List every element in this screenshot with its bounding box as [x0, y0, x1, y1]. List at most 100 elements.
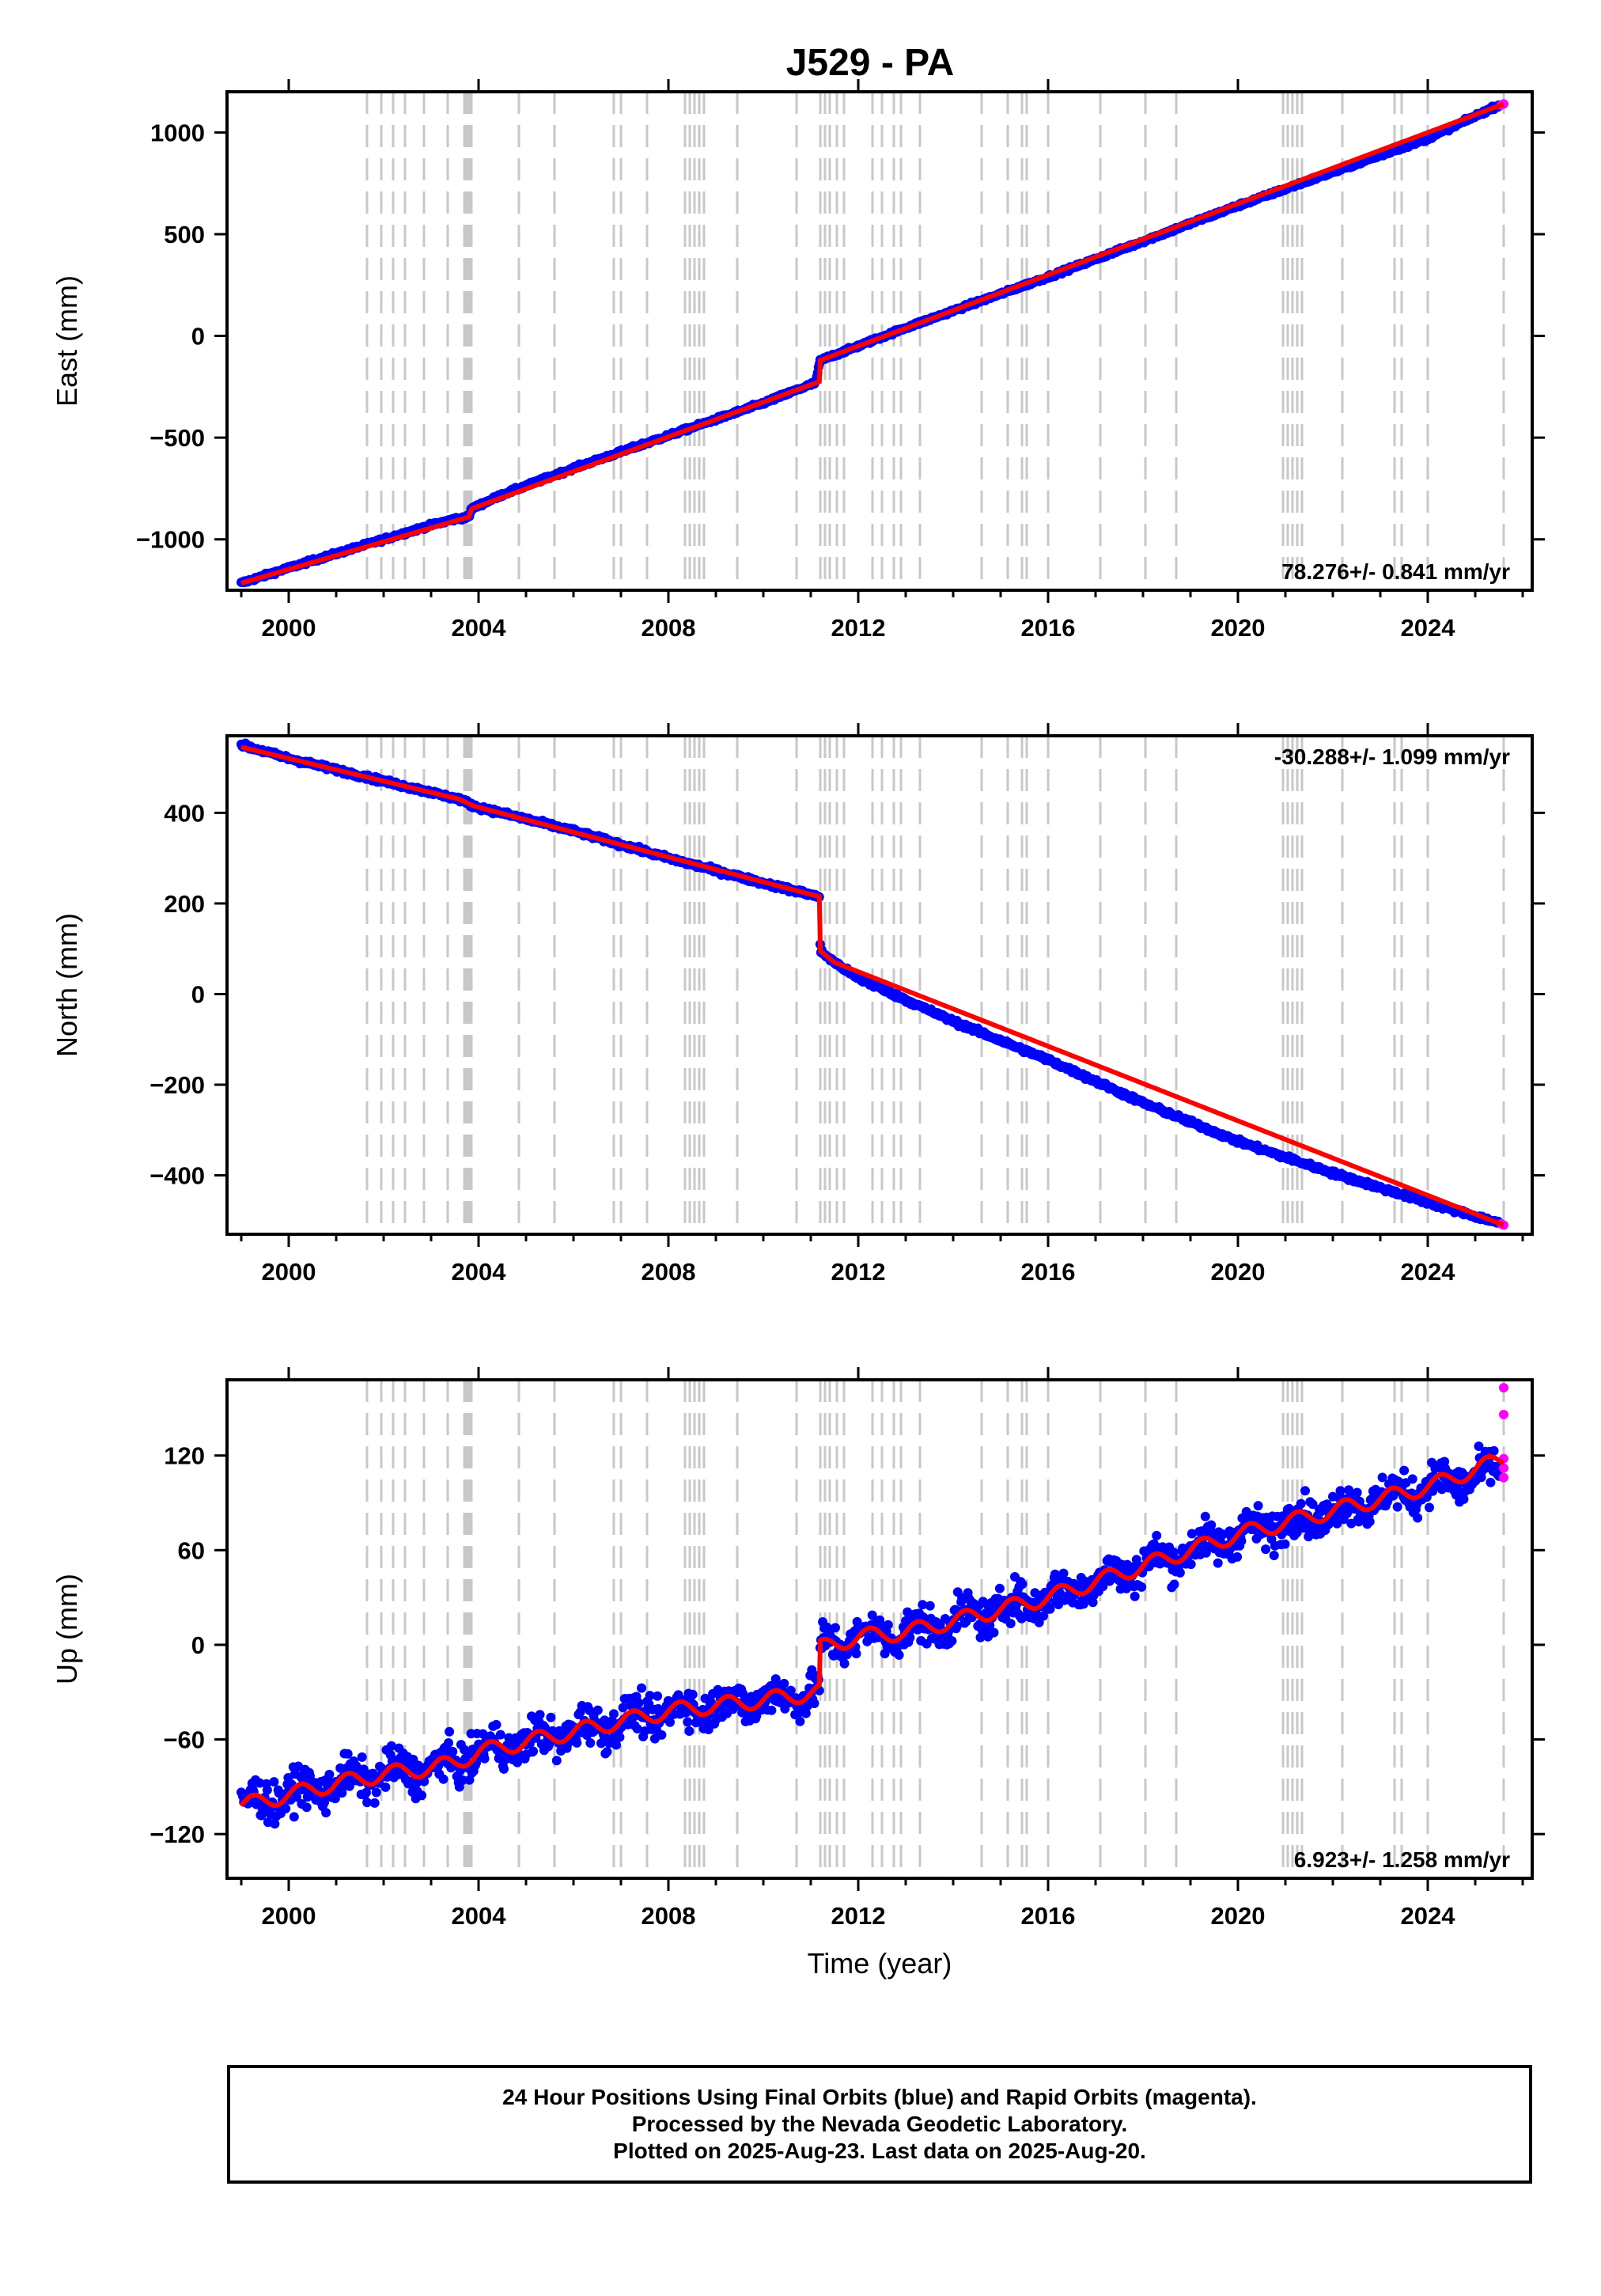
model-fit-line [240, 744, 1505, 1228]
x-tick-label: 2000 [262, 1258, 316, 1286]
final-orbit-point [975, 1632, 986, 1642]
final-orbit-point [602, 1747, 612, 1757]
caption-line-2: Processed by the Nevada Geodetic Laborat… [631, 2112, 1128, 2136]
final-orbit-point [445, 1726, 455, 1737]
final-orbit-point [270, 1819, 280, 1829]
final-orbit-point [438, 1774, 449, 1784]
final-orbit-point [1200, 1511, 1210, 1521]
x-tick-label: 2008 [642, 614, 696, 642]
final-orbit-point [546, 1712, 556, 1722]
final-orbit-point [1300, 1486, 1310, 1496]
final-orbit-point [343, 1749, 353, 1759]
final-orbit-point [1413, 1513, 1423, 1523]
x-tick-label: 2020 [1211, 1902, 1266, 1930]
x-axis-label: Time (year) [808, 1947, 952, 1980]
final-orbit-point [653, 1691, 663, 1701]
x-tick-label: 2024 [1401, 1258, 1456, 1286]
x-tick-label: 2012 [831, 1902, 886, 1930]
final-orbit-point [1005, 1619, 1016, 1628]
final-orbit-point [1137, 1582, 1147, 1592]
final-orbit-point [535, 1710, 545, 1720]
final-orbit-point [1399, 1465, 1410, 1476]
y-tick-label: 500 [164, 221, 205, 248]
final-orbit-point [362, 1798, 373, 1808]
final-orbit-point [1169, 1579, 1179, 1589]
x-tick-label: 2004 [452, 1902, 507, 1930]
final-orbit-point [947, 1636, 957, 1646]
final-orbit-point [918, 1600, 928, 1610]
east-panel: 2000 2004 2008 2012 2016 2020 2024−1000−500050… [51, 79, 1545, 642]
final-orbit-point [618, 1703, 628, 1713]
final-orbit-points [237, 1442, 1504, 1829]
final-orbit-point [380, 1782, 391, 1792]
final-orbit-point [905, 1632, 915, 1642]
y-tick-label: 0 [191, 323, 205, 350]
final-orbit-point [1364, 1517, 1375, 1527]
caption-line-1: 24 Hour Positions Using Final Orbits (bl… [502, 2085, 1257, 2109]
final-orbit-point [615, 1732, 625, 1742]
final-orbit-point [807, 1665, 817, 1675]
x-tick-label: 2000 [262, 614, 316, 642]
y-tick-label: 400 [164, 799, 205, 827]
final-orbit-point [572, 1737, 582, 1748]
final-orbit-point [357, 1752, 367, 1762]
model-fit-line [239, 1453, 1505, 1808]
rate-label: 6.923+/- 1.258 mm/yr [1294, 1847, 1510, 1872]
final-orbit-point [1486, 1477, 1496, 1487]
y-tick-label: 60 [178, 1536, 205, 1564]
final-orbit-point [495, 1730, 505, 1740]
final-orbit-point [444, 1738, 453, 1748]
final-orbit-point [609, 1709, 619, 1719]
model-fit-line [240, 101, 1505, 585]
y-tick-label: 0 [191, 980, 205, 1008]
rate-label: 78.276+/- 0.841 mm/yr [1281, 559, 1510, 584]
final-orbit-point [1261, 1544, 1271, 1555]
y-tick-label: 1000 [150, 119, 205, 146]
caption-box: 24 Hour Positions Using Final Orbits (bl… [227, 2065, 1532, 2184]
y-tick-label: −60 [163, 1726, 205, 1754]
final-orbit-point [1253, 1501, 1263, 1511]
y-tick-label: −500 [150, 424, 205, 452]
up-panel: 2000 2004 2008 2012 2016 2020 2024−120−6006012… [51, 1367, 1545, 1980]
final-orbit-point [1425, 1502, 1434, 1513]
final-orbit-point [632, 1724, 642, 1733]
final-orbit-point [371, 1787, 381, 1798]
final-orbit-point [585, 1738, 596, 1748]
x-tick-label: 2012 [831, 614, 886, 642]
final-orbit-point [386, 1741, 396, 1751]
final-orbit-point [611, 1740, 622, 1750]
final-orbit-point [1308, 1499, 1318, 1510]
final-orbit-point [1392, 1502, 1402, 1512]
final-orbit-point [1175, 1567, 1185, 1578]
x-tick-label: 2004 [452, 614, 507, 642]
page-title: J529 - PA [786, 42, 955, 84]
final-orbit-point [1296, 1498, 1306, 1509]
final-orbit-point [305, 1771, 315, 1781]
final-orbit-point [289, 1812, 299, 1822]
final-orbit-point [839, 1658, 850, 1669]
final-orbit-point [1088, 1597, 1098, 1608]
final-orbit-point [1055, 1589, 1065, 1599]
final-orbit-point [361, 1787, 371, 1798]
final-orbit-point [1407, 1474, 1417, 1484]
y-tick-label: −400 [150, 1162, 205, 1190]
y-tick-label: −200 [150, 1071, 205, 1099]
final-orbit-point [851, 1649, 861, 1659]
final-orbit-point [779, 1678, 789, 1688]
final-orbit-point [766, 1705, 777, 1715]
final-orbit-point [1332, 1518, 1342, 1529]
plot-area [237, 736, 1508, 1234]
x-tick-label: 2008 [642, 1902, 696, 1930]
final-orbit-point [1232, 1552, 1243, 1562]
final-orbit-point [1187, 1529, 1197, 1539]
final-orbit-point [301, 1802, 312, 1813]
final-orbit-point [637, 1683, 646, 1693]
final-orbit-point [809, 1699, 819, 1708]
plot-frame [225, 90, 1534, 592]
final-orbit-point [417, 1790, 427, 1801]
final-orbit-point [499, 1764, 509, 1774]
final-orbit-point [1280, 1539, 1290, 1549]
final-orbit-point [1352, 1487, 1362, 1498]
final-orbit-point [831, 1623, 840, 1633]
